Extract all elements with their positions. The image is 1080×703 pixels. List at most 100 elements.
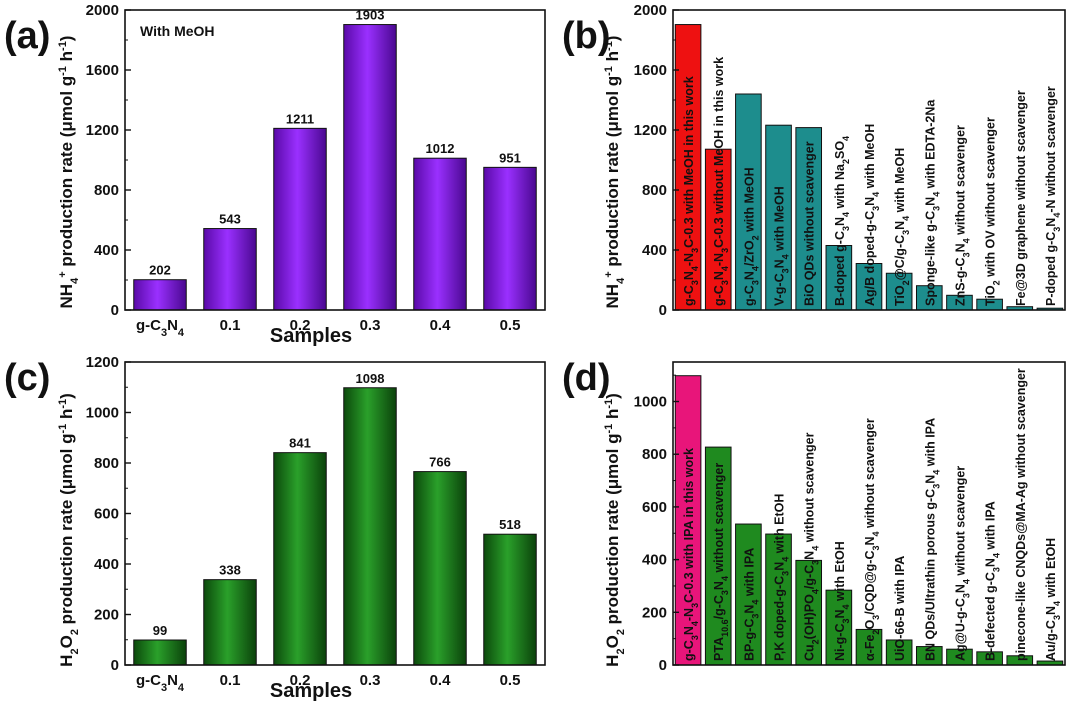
- panel-c-ytick-label: 600: [94, 506, 119, 523]
- panel-c-letter: (c): [4, 357, 50, 399]
- panel-b-plot: g-C3N4-N3C-0.3 with MeOH in this work g-C…: [634, 2, 1066, 319]
- panel-c-ytick-label: 800: [94, 455, 119, 472]
- panel-b-bar-label: Fe@3D graphene without scavenger: [1014, 90, 1028, 306]
- panel-d: g-C3N4-N3C-0.3 with IPA in this work PTA1…: [603, 361, 1066, 674]
- panel-c-xlabel: Samples: [270, 680, 352, 702]
- panel-b-bar: [885, 272, 913, 311]
- panel-c-bar: [483, 533, 537, 666]
- panel-a-data-label: 543: [219, 212, 241, 227]
- panel-b-ytick-label: 800: [642, 182, 667, 199]
- panel-d-bar: [674, 375, 702, 666]
- panel-d-bar: [855, 628, 883, 666]
- panel-d-ytick-label: 200: [642, 604, 667, 621]
- panel-b-bar: [735, 93, 762, 311]
- panel-b-bar-label: Sponge-like g-C3N4 with EDTA-2Na: [923, 99, 941, 306]
- panel-b-bar-label: P-doped g-C3N4-N without scavenger: [1044, 86, 1062, 306]
- panel-b-bar: [915, 285, 943, 311]
- panel-c-data-label: 99: [153, 623, 167, 638]
- panel-c-bar: [343, 387, 397, 666]
- panel-d-bar: [735, 523, 762, 666]
- panel-c-bar: [413, 471, 467, 666]
- panel-c-data-label: 766: [429, 455, 451, 470]
- panel-d-plot: g-C3N4-N3C-0.3 with IPA in this work PTA1…: [634, 361, 1066, 674]
- panel-a-bar: [273, 127, 327, 311]
- panel-a-bar: [413, 157, 467, 311]
- panel-c-ytick-label: 1200: [86, 354, 119, 371]
- panel-b-bar: [855, 263, 883, 311]
- panel-a-data-label: 951: [499, 150, 521, 165]
- panel-c-ytick-label: 200: [94, 607, 119, 624]
- panel-a-bar: [343, 24, 397, 311]
- panel-d-bar-label: BP-g-C3N4 with IPA: [742, 548, 760, 661]
- panel-b-bar-label: g-C3N4-N3C-0.3 with MeOH in this work: [682, 76, 700, 306]
- panel-c-bar: [203, 579, 257, 666]
- panel-b-bar: [795, 127, 823, 311]
- panel-b-bar: [825, 245, 853, 311]
- panel-a-category-label: 0.3: [360, 317, 381, 334]
- panel-b-bar-label: Ag/B doped-g-C3N4 with MeOH: [863, 124, 881, 306]
- panel-b-ytick-label: 0: [659, 302, 667, 319]
- panel-a-category-label: 0.1: [220, 317, 241, 334]
- panel-d-ytick-label: 400: [642, 552, 667, 569]
- panel-d-ytick-label: 800: [642, 446, 667, 463]
- panel-d-bar: [795, 559, 823, 666]
- panel-a-letter: (a): [4, 15, 50, 57]
- panel-b-bar-label: g-C3N4-N3C-0.3 without MeOH in this work: [712, 57, 730, 306]
- panel-c-category-label: 0.3: [360, 672, 381, 689]
- panel-d-bar-label: pinecone-like CNQDs@MA-Ag without scaven…: [1014, 368, 1028, 661]
- panel-d-axes-frame: [672, 361, 1066, 666]
- panel-b-ytick-label: 1200: [634, 122, 667, 139]
- panel-c-category-label: 0.1: [220, 672, 241, 689]
- panel-c-ytick-label: 400: [94, 556, 119, 573]
- panel-a-ytick-label: 1600: [86, 62, 119, 79]
- panel-c-data-label: 518: [499, 517, 521, 532]
- panel-d-bar: [885, 639, 913, 666]
- panel-b-bar-label: BiO QDs without scavenger: [803, 141, 817, 306]
- panel-d-bar-label: BN QDs/Ultrathin porous g-C3N4 with IPA: [923, 418, 941, 661]
- panel-d-letter: (d): [562, 357, 611, 399]
- panel-a-annotation: With MeOH: [140, 23, 215, 39]
- panel-c-data-label: 338: [219, 563, 241, 578]
- panel-c-ylabel: H2O2 production rate (μmol g-1 h-1): [57, 393, 81, 667]
- panel-a-category-label: 0.2: [290, 317, 311, 334]
- panel-b-bar: [765, 124, 792, 311]
- panel-d-bar: [765, 533, 792, 666]
- panel-c-bar: [273, 452, 327, 666]
- panel-c-ytick-label: 0: [111, 657, 119, 674]
- panel-b-ytick-label: 400: [642, 242, 667, 259]
- panel-a-data-label: 1211: [286, 111, 314, 126]
- panel-a-bar: [133, 279, 187, 311]
- panel-a-xlabel: Samples: [270, 325, 352, 347]
- panel-d-bar-label: Ag@U-g-C3N4 without scavenger: [953, 466, 971, 661]
- panel-b-bar-label: TiO2@C/g-C3N4 with MeOH: [893, 148, 911, 306]
- panel-d-bar-label: PTA10.6/g-C3N4 without scavenger: [712, 463, 730, 661]
- panel-a-category-label: 0.5: [500, 317, 521, 334]
- panel-d-ytick-label: 0: [659, 657, 667, 674]
- panel-b-bar-label: B-doped g-C3N4 with Na2SO4: [833, 136, 851, 306]
- panel-b-bar-label: g-C3N4/ZrO2 with MeOH: [742, 167, 760, 306]
- panel-d-bar: [704, 446, 732, 666]
- panel-c-category-label: 0.2: [290, 672, 311, 689]
- panel-d-bar-label: UiO-66-B with IPA: [893, 556, 907, 661]
- panel-c-data-label: 1098: [356, 371, 385, 386]
- panel-c-ytick-label: 1000: [86, 405, 119, 422]
- panel-a-category-label: 0.4: [430, 317, 452, 334]
- panel-b-bar: [704, 148, 732, 311]
- panel-c-category-label: 0.4: [430, 672, 452, 689]
- panel-a: 202 g-C3N4 543 0.1 1211 0.2 1903 0.3 1012 0.4 951 0…: [57, 2, 546, 347]
- panel-c-data-label: 841: [289, 436, 311, 451]
- panel-d-ytick-label: 600: [642, 499, 667, 516]
- panel-b-ytick-label: 1600: [634, 62, 667, 79]
- panel-a-bar: [483, 166, 537, 311]
- panel-b-bar-label: ZnS-g-C3N4 without scavenger: [953, 125, 971, 306]
- panel-a-ytick-label: 800: [94, 182, 119, 199]
- panel-a-axes-frame: [124, 9, 546, 311]
- panel-b-bar-label: TiO2 with OV without scavenger: [984, 117, 1002, 306]
- panel-d-bar-label: Au/g-C3N4 with EtOH: [1044, 538, 1062, 661]
- panel-a-plot: 202 g-C3N4 543 0.1 1211 0.2 1903 0.3 1012 0.4 951 0…: [86, 2, 546, 339]
- panel-a-data-label: 1012: [426, 141, 455, 156]
- panel-a-ylabel: NH4+ production rate (μmol g-1 h-1): [57, 36, 81, 309]
- panel-d-bar-label: Cu2(OH)PO4/g-C3N4 without scavenger: [803, 432, 821, 661]
- panel-b-ytick-label: 2000: [634, 2, 667, 19]
